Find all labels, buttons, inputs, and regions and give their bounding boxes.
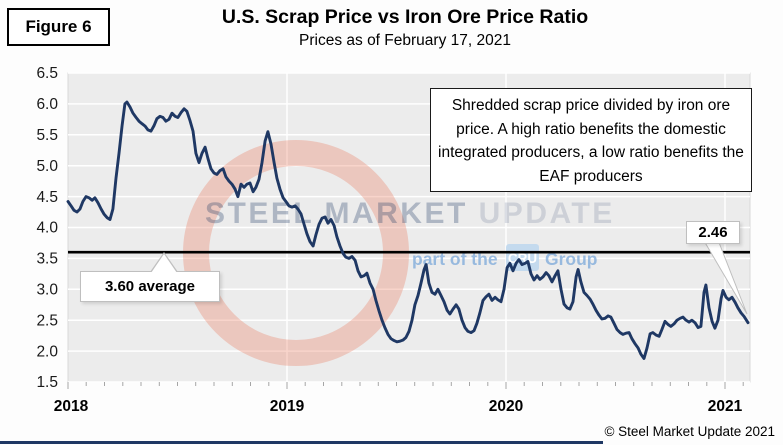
x-axis-tick-label: 2020 [489, 398, 523, 415]
y-axis-tick-label: 3.0 [36, 282, 58, 299]
x-axis-tick-label: 2021 [708, 398, 743, 415]
watermark-tagline-prefix: part of the [412, 249, 498, 269]
y-axis-tick-label: 5.0 [36, 158, 58, 175]
y-axis-tick-label: 4.5 [36, 189, 58, 206]
latest-value-callout: 2.46 [686, 221, 740, 244]
y-axis-tick-label: 6.5 [36, 65, 58, 82]
watermark-tagline-suffix: Group [545, 249, 598, 269]
annotation-box: Shredded scrap price divided by iron ore… [430, 88, 752, 192]
y-axis-tick-label: 3.5 [36, 251, 58, 268]
x-axis-tick-label: 2019 [270, 398, 305, 415]
y-axis-tick-label: 4.0 [36, 220, 58, 237]
bottom-accent-bar [0, 441, 603, 444]
figure-number-box: Figure 6 [7, 8, 110, 46]
watermark-title: STEEL MARKET UPDATE [205, 197, 615, 230]
figure-number-label: Figure 6 [25, 17, 92, 36]
average-callout-label: 3.60 average [104, 278, 196, 295]
chart-title: U.S. Scrap Price vs Iron Ore Price Ratio [221, 6, 589, 28]
y-axis-tick-label: 5.5 [36, 127, 58, 144]
chart-subtitle: Prices as of February 17, 2021 [299, 32, 511, 49]
y-axis-tick-label: 6.0 [36, 96, 58, 113]
x-axis-tick-label: 2018 [54, 398, 89, 415]
average-callout: 3.60 average [80, 252, 220, 302]
annotation-text: Shredded scrap price divided by iron ore… [438, 97, 744, 185]
y-axis-tick-label: 1.5 [36, 374, 58, 391]
y-axis-tick-label: 2.5 [36, 312, 58, 329]
ratio-series-line [66, 100, 750, 360]
latest-value-label: 2.46 [698, 224, 728, 241]
y-axis-tick-label: 2.0 [36, 343, 58, 360]
copyright-text: © Steel Market Update 2021 [604, 424, 775, 439]
